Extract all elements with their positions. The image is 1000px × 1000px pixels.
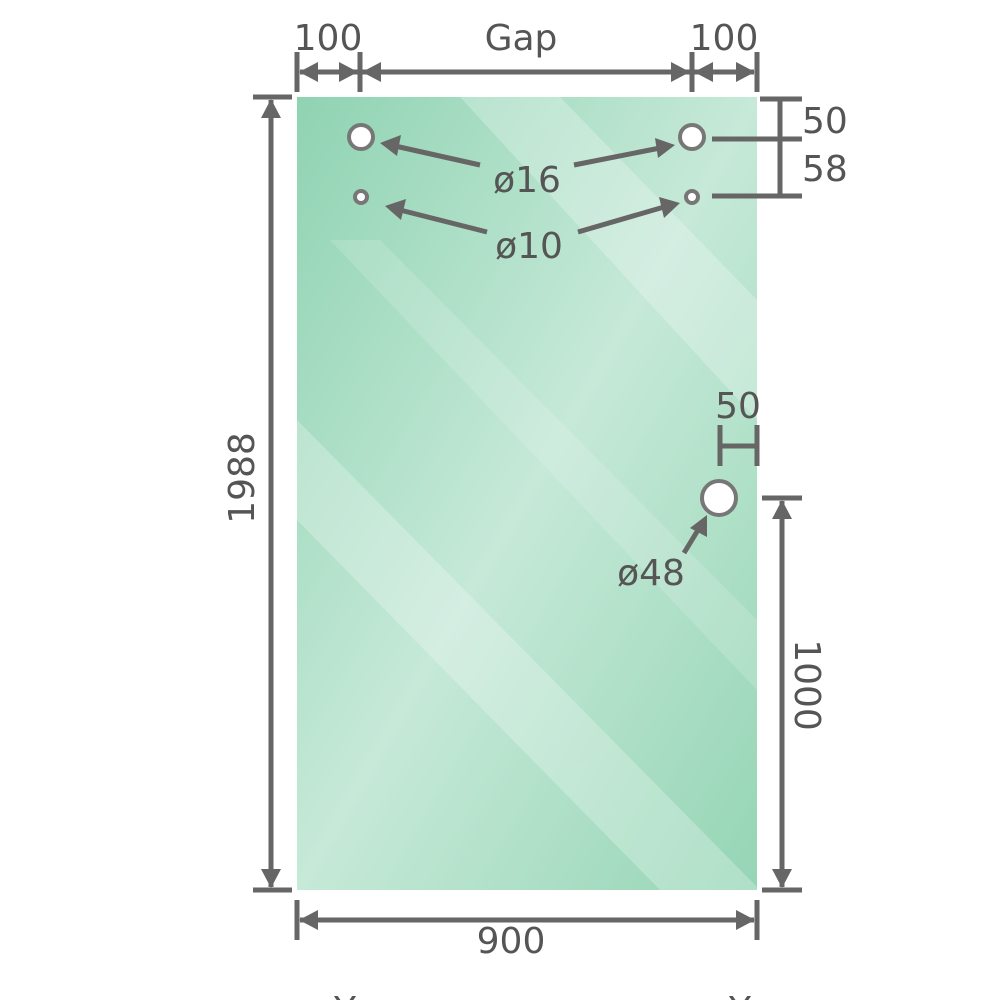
top-hole-offset-label: 50: [802, 101, 848, 142]
callout-arrows: [380, 135, 707, 555]
gap-label: Gap: [485, 18, 558, 59]
top-dimension: [294, 52, 760, 92]
right-offset-label: 100: [690, 18, 759, 59]
handle-height-dimension: [762, 495, 802, 893]
footer-left-mark: Y: [333, 990, 357, 1000]
handle-edge-offset-label: 50: [715, 386, 761, 427]
hole-16-label: ø16: [493, 160, 561, 201]
hole-10-left: [353, 189, 369, 205]
handle-hole: [700, 479, 738, 517]
handle-edge-dimension: [717, 425, 760, 466]
hole-16-left: [347, 123, 375, 151]
height-label: 1988: [222, 432, 263, 524]
width-label: 900: [477, 921, 546, 962]
height-dimension: [253, 94, 292, 893]
glass-reflections: [297, 97, 760, 890]
width-dimension: [294, 900, 760, 940]
footer-right-mark: Y: [728, 990, 752, 1000]
hole-10-label: ø10: [495, 226, 563, 267]
handle-height-label: 1000: [786, 639, 827, 731]
hole-offset-dimension: [712, 96, 802, 199]
hole-spacing-label: 58: [802, 149, 848, 190]
hole-10-right: [684, 189, 700, 205]
left-offset-label: 100: [294, 18, 363, 59]
glass-panel: [297, 97, 757, 890]
hole-16-right: [678, 123, 706, 151]
handle-hole-label: ø48: [617, 553, 685, 594]
